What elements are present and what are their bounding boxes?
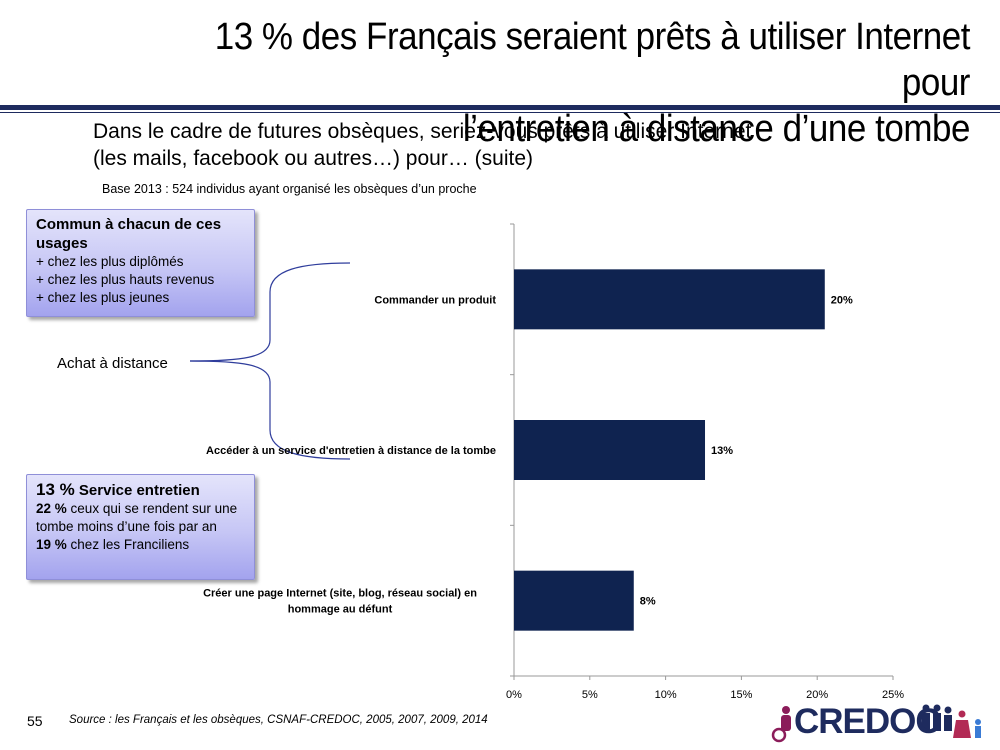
logo-figures-icon [771, 704, 981, 743]
category-label: Accéder à un service d'entretien à dista… [206, 445, 496, 457]
data-label: 8% [640, 596, 656, 608]
logo-text: CREDOC [794, 702, 941, 741]
x-tick-label: 10% [655, 689, 677, 701]
source-note: Source : les Français et les obsèques, C… [69, 714, 488, 726]
bar [514, 420, 706, 480]
question-line-2: (les mails, facebook ou autres…) pour… (… [93, 147, 534, 170]
service-entretien-box: 13 % Service entretien 22 % ceux qui se … [26, 474, 255, 580]
title-rule-thin [0, 112, 1000, 113]
x-tick-label: 5% [582, 689, 598, 701]
title-line-2: l’entretien à distance d’une tombe [462, 108, 971, 150]
data-label: 20% [831, 294, 853, 306]
page-number: 55 [27, 713, 43, 729]
common-usage-line-3: + chez les plus jeunes [36, 290, 170, 305]
common-usage-box: Commun à chacun de ces usages + chez les… [26, 209, 255, 317]
category-label: Créer une page Internet (site, blog, rés… [203, 588, 477, 600]
category-label: hommage au défunt [288, 604, 393, 616]
title-line-1: 13 % des Français seraient prêts à utili… [214, 16, 971, 104]
slide-title: 13 % des Français seraient prêts à utili… [142, 14, 971, 152]
category-label: Commander un produit [374, 294, 496, 306]
x-tick-label: 15% [730, 689, 752, 701]
service-line1-pct: 22 % [36, 501, 67, 516]
common-usage-heading: Commun à chacun de ces usages [36, 216, 222, 252]
bar [514, 269, 825, 330]
common-usage-line-2: + chez les plus hauts revenus [36, 272, 215, 287]
title-rule [0, 105, 1000, 110]
question-line-1: Dans le cadre de futures obsèques, serie… [93, 120, 752, 143]
credoc-logo: CREDOC [766, 700, 991, 746]
x-tick-label: 0% [506, 689, 522, 701]
service-heading: Service entretien [78, 482, 200, 499]
service-line2-text: chez les Franciliens [70, 537, 190, 552]
service-line1-text: ceux qui se rendent sur une tombe moins … [36, 501, 238, 534]
service-line2-pct: 19 % [36, 537, 67, 552]
x-tick-label: 20% [806, 689, 828, 701]
service-pct: 13 % [36, 480, 75, 499]
achat-label: Achat à distance [57, 355, 168, 372]
data-label: 13% [711, 445, 733, 457]
common-usage-line-1: + chez les plus diplômés [36, 254, 184, 269]
bar [514, 570, 634, 631]
base-note: Base 2013 : 524 individus ayant organisé… [102, 182, 477, 196]
question-text: Dans le cadre de futures obsèques, serie… [93, 118, 953, 172]
x-tick-label: 25% [882, 689, 904, 701]
